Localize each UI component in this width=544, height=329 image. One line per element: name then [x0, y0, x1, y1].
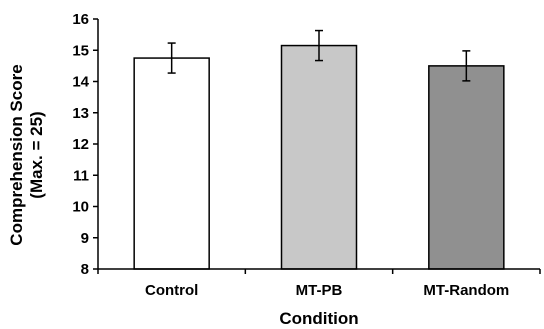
y-ticks-group: 8 9 10 11 12 13 14 15 16 [72, 11, 98, 278]
bar-mt-pb [280, 44, 358, 270]
y-tick-label: 12 [72, 136, 89, 153]
y-tick-label: 10 [72, 199, 89, 216]
x-tick-label: Control [145, 282, 198, 299]
y-tick-label: 13 [72, 105, 89, 122]
y-tick-label: 11 [73, 167, 89, 184]
y-tick-label: 14 [72, 74, 89, 91]
y-tick-label: 15 [72, 42, 89, 59]
error-bars-group [167, 29, 471, 82]
y-axis-title-line2: (Max. = 25) [27, 111, 46, 198]
y-axis-title-line1: Comprehension Score [7, 64, 26, 245]
y-tick-label: 9 [81, 230, 89, 247]
bar-control [133, 57, 210, 270]
error-bar [462, 50, 471, 82]
x-ticks-group: Control MT-PB MT-Random [97, 269, 541, 299]
bar-mt-random [428, 65, 505, 270]
x-tick-label: MT-Random [423, 282, 509, 299]
bars-group [133, 44, 505, 270]
x-tick-label: MT-PB [296, 282, 343, 299]
y-tick-label: 8 [81, 261, 89, 278]
error-bar [315, 29, 323, 62]
x-axis-title: Condition [279, 309, 358, 328]
y-tick-label: 16 [72, 11, 89, 28]
error-bar [167, 42, 176, 74]
